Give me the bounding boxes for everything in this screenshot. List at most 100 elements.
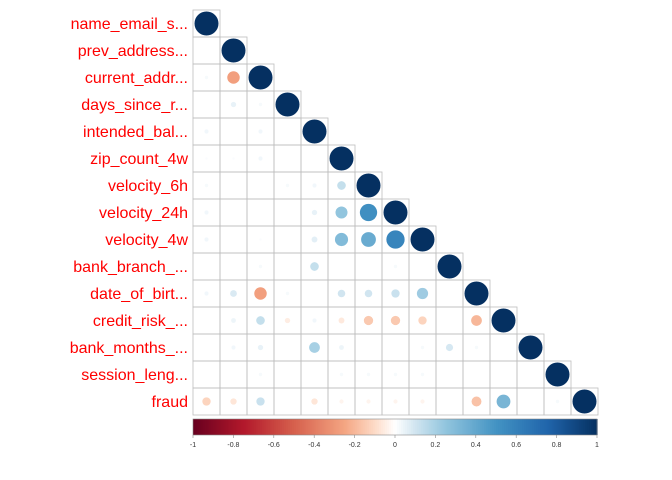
legend-color-segment: [510, 419, 513, 435]
correlation-circle: [334, 232, 349, 247]
legend-color-segment: [498, 419, 501, 435]
legend-color-segment: [219, 419, 222, 435]
correlation-circle: [338, 317, 345, 324]
grid-cell: [381, 333, 410, 362]
legend-color-segment: [465, 419, 469, 435]
legend-color-segment: [580, 419, 584, 435]
grid-cell: [219, 117, 248, 146]
legend-color-segment: [536, 419, 540, 435]
correlation-circle: [205, 157, 208, 160]
grid-cell: [273, 198, 302, 227]
legend-color-segment: [419, 419, 422, 435]
legend-color-segment: [544, 419, 548, 435]
legend-color-segment: [271, 419, 275, 435]
grid-cell: [327, 252, 356, 281]
legend-color-segment: [350, 419, 354, 435]
legend-color-segment: [405, 419, 408, 435]
legend-color-segment: [475, 419, 479, 435]
legend-color-segment: [328, 419, 331, 435]
grid-cell: [192, 333, 221, 362]
grid-cell: [273, 360, 302, 389]
diagonal-circle: [248, 65, 273, 90]
correlation-circle: [445, 343, 454, 352]
legend-color-segment: [496, 419, 499, 435]
legend-color-segment: [344, 419, 348, 435]
legend-color-segment: [354, 419, 358, 435]
correlation-circle: [230, 398, 237, 405]
legend-color-segment: [395, 419, 398, 435]
legend-color-segment: [435, 419, 439, 435]
grid-cell: [246, 171, 275, 200]
legend-color-segment: [578, 419, 582, 435]
correlation-circle: [474, 345, 479, 350]
legend-color-segment: [283, 419, 287, 435]
correlation-circle: [366, 399, 371, 404]
grid-cell: [273, 252, 302, 281]
correlation-circle: [256, 316, 265, 325]
legend-color-segment: [546, 419, 550, 435]
legend-color-segment: [374, 419, 378, 435]
correlation-circle: [339, 345, 344, 350]
legend-color-segment: [227, 419, 230, 435]
legend-color-segment: [225, 419, 228, 435]
legend-color-segment: [342, 419, 346, 435]
legend-color-segment: [340, 419, 344, 435]
legend-color-segment: [520, 419, 523, 435]
grid: [192, 9, 599, 416]
legend-tick-label: 0.8: [552, 442, 562, 449]
correlation-circle: [284, 317, 291, 324]
grid-cell: [354, 333, 383, 362]
legend-color-segment: [502, 419, 505, 435]
legend-color-segment: [308, 419, 311, 435]
legend-color-segment: [504, 419, 507, 435]
correlation-circle: [363, 315, 374, 326]
grid-cell: [300, 360, 329, 389]
correlation-circle: [285, 291, 290, 296]
legend-color-segment: [556, 419, 560, 435]
correlation-circle: [204, 75, 209, 80]
legend-color-segment: [300, 419, 303, 435]
correlation-circle: [337, 181, 346, 190]
legend-color-segment: [403, 419, 406, 435]
legend-tick-label: -0.2: [349, 442, 361, 449]
correlation-circle: [359, 203, 378, 222]
legend-color-segment: [594, 419, 598, 435]
legend-color-segment: [568, 419, 572, 435]
correlation-circle: [202, 397, 211, 406]
legend-color-segment: [390, 419, 394, 435]
legend-tick-label: 0: [393, 442, 397, 449]
legend-color-segment: [348, 419, 352, 435]
legend-color-segment: [461, 419, 465, 435]
grid-cell: [435, 306, 464, 335]
legend-color-segment: [443, 419, 447, 435]
grid-cell: [192, 90, 221, 119]
legend-color-segment: [566, 419, 570, 435]
legend-color-segment: [425, 419, 428, 435]
legend-color-segment: [213, 419, 216, 435]
legend-color-segment: [433, 419, 436, 435]
correlation-circle: [312, 318, 317, 323]
correlation-circle: [312, 183, 317, 188]
legend-tick-label: 0.2: [431, 442, 441, 449]
legend-color-segment: [558, 419, 562, 435]
correlation-circle: [310, 262, 319, 271]
legend-color-segment: [362, 419, 366, 435]
grid-cell: [489, 360, 518, 389]
grid-cell: [462, 360, 491, 389]
grid-cell: [354, 252, 383, 281]
diagonal-circle: [356, 173, 381, 198]
legend-tick-label: -0.6: [268, 442, 280, 449]
legend-color-segment: [251, 419, 255, 435]
correlation-circle: [393, 264, 398, 269]
legend-color-segment: [548, 419, 552, 435]
legend-color-segment: [457, 419, 461, 435]
legend-color-segment: [261, 419, 265, 435]
legend-color-segment: [334, 419, 338, 435]
legend-color-segment: [538, 419, 542, 435]
legend-color-segment: [592, 419, 596, 435]
legend-color-segment: [392, 419, 396, 435]
legend-color-segment: [530, 419, 533, 435]
correlation-circle: [420, 345, 425, 350]
legend-color-segment: [447, 419, 451, 435]
